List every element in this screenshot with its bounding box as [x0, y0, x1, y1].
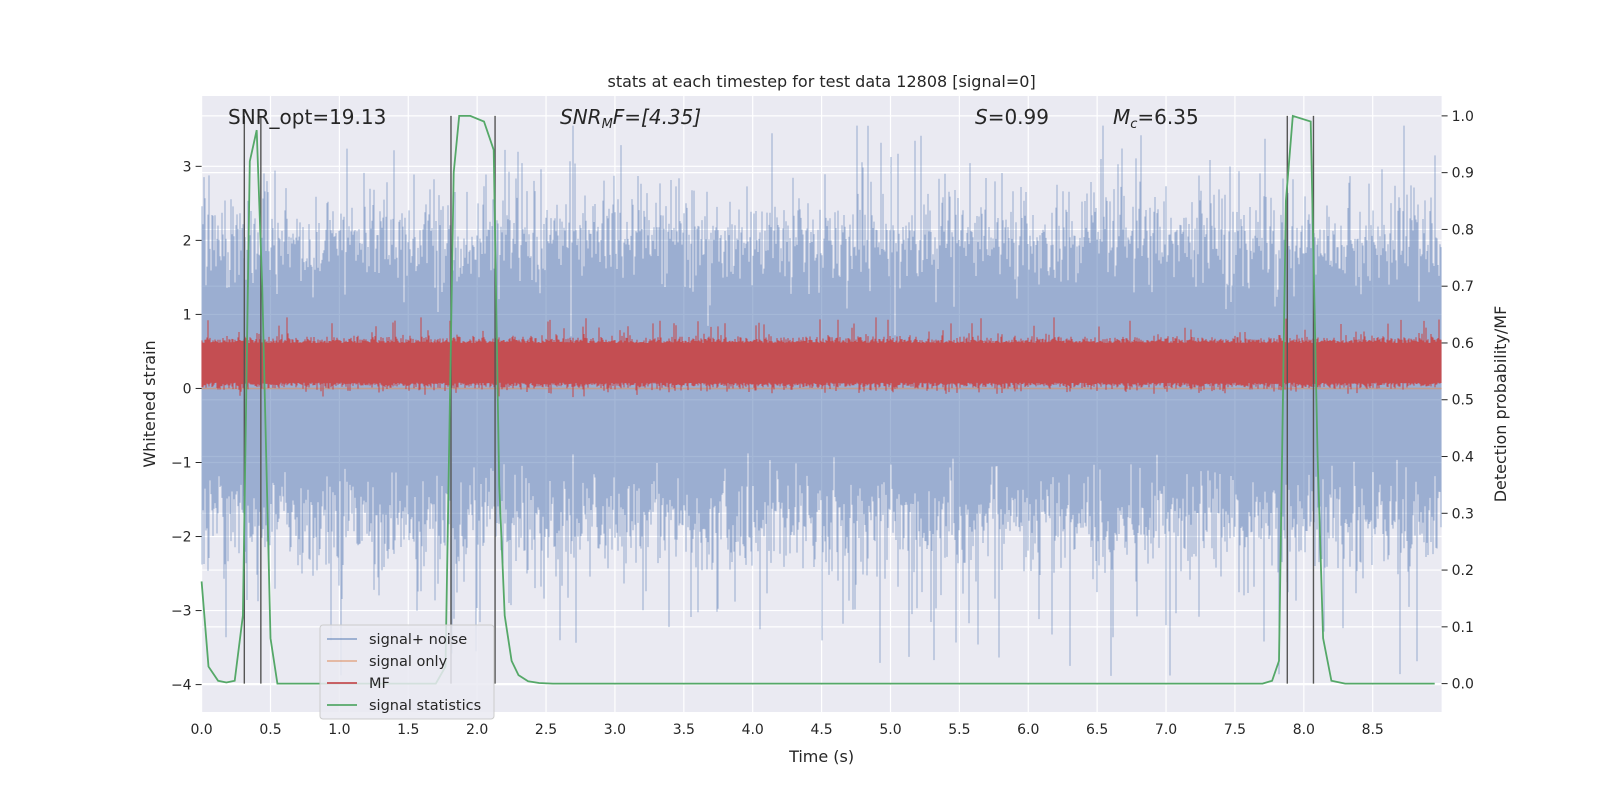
- x-tick-label: 8.5: [1362, 722, 1384, 738]
- mf-trace: [201, 317, 1442, 398]
- y-right-tick-label: 0.8: [1452, 222, 1474, 238]
- x-tick-label: 6.0: [1017, 722, 1039, 738]
- annotation-mc: Mc=6.35: [1113, 105, 1199, 132]
- x-tick-label: 2.0: [466, 722, 488, 738]
- x-tick-label: 0.5: [259, 722, 281, 738]
- y-tick-label: 0: [183, 381, 192, 397]
- y-right-tick-label: 0.4: [1452, 450, 1474, 466]
- y-right-tick-label: 0.2: [1452, 563, 1474, 579]
- legend-label-signal-only: signal only: [369, 654, 448, 670]
- y-right-tick-label: 0.1: [1452, 620, 1474, 636]
- y-tick-label: 3: [183, 159, 192, 175]
- vertical-markers: [243, 115, 1315, 684]
- y-tick-label: −2: [171, 530, 192, 546]
- annotation-snr-mf: SNRMF=[4.35]: [560, 105, 701, 132]
- legend: signal+ noise signal only MF signal stat…: [319, 624, 495, 720]
- y-right-tick-label: 0.7: [1452, 279, 1474, 295]
- y-axis-right-label: Detection probability/MF: [1491, 306, 1510, 503]
- y-tick-label: 1: [183, 307, 192, 323]
- mf-series: [201, 317, 1442, 398]
- y-tick-label: −3: [171, 604, 192, 620]
- legend-label-signal-noise: signal+ noise: [369, 632, 467, 648]
- chart-title: stats at each timestep for test data 128…: [607, 72, 1035, 91]
- y-right-tick-label: 0.3: [1452, 506, 1474, 522]
- axis-ticks: 0.0 0.5 1.0 1.5 2.0 2.5 3.0 3.5 4.0 4.5 5.0 5.5 6.0 6…: [171, 109, 1474, 738]
- x-tick-label: 0.0: [190, 722, 212, 738]
- x-tick-label: 4.0: [742, 722, 764, 738]
- x-tick-label: 5.0: [879, 722, 901, 738]
- x-tick-label: 7.5: [1224, 722, 1246, 738]
- signal-statistics-trace: [200, 114, 1435, 685]
- x-tick-label: 3.5: [673, 722, 695, 738]
- y-axis-label: Whitened strain: [140, 340, 159, 467]
- annotation-snr-opt: SNR_opt=19.13: [228, 105, 386, 129]
- y-tick-label: −4: [171, 678, 192, 694]
- annotation-s: S=0.99: [975, 105, 1049, 129]
- x-tick-label: 4.5: [810, 722, 832, 738]
- y-right-tick-label: 1.0: [1452, 109, 1474, 125]
- legend-label-mf: MF: [369, 676, 390, 692]
- y-right-tick-label: 0.0: [1452, 677, 1474, 693]
- x-tick-label: 2.5: [535, 722, 557, 738]
- x-tick-label: 8.0: [1293, 722, 1315, 738]
- y-tick-label: −1: [171, 455, 192, 471]
- y-right-tick-label: 0.9: [1452, 166, 1474, 182]
- y-right-tick-label: 0.6: [1452, 336, 1474, 352]
- y-right-tick-label: 0.5: [1452, 393, 1474, 409]
- legend-label-signal-statistics: signal statistics: [369, 698, 481, 714]
- x-tick-label: 6.5: [1086, 722, 1108, 738]
- x-tick-label: 3.0: [604, 722, 626, 738]
- x-tick-label: 1.0: [328, 722, 350, 738]
- x-tick-label: 1.5: [397, 722, 419, 738]
- x-tick-label: 5.5: [948, 722, 970, 738]
- x-tick-label: 7.0: [1155, 722, 1177, 738]
- signal-statistics-series: [200, 114, 1435, 685]
- y-tick-label: 2: [183, 233, 192, 249]
- legend-box: [319, 624, 495, 720]
- x-axis-label: Time (s): [788, 747, 854, 766]
